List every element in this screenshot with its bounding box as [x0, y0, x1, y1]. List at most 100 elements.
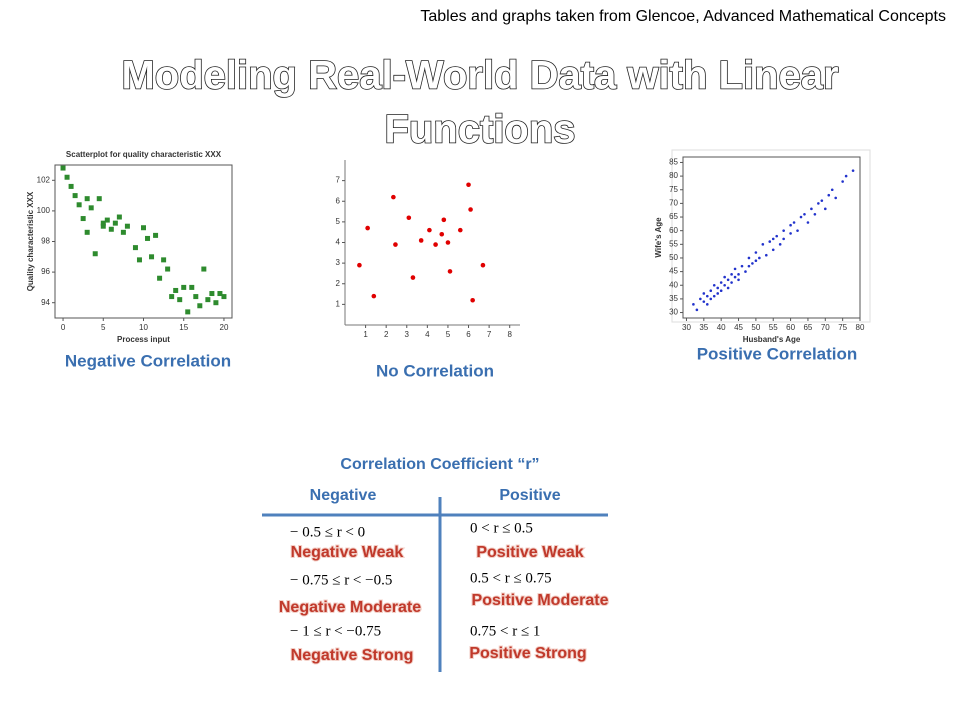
point	[84, 229, 90, 235]
point	[173, 287, 179, 293]
point	[145, 235, 151, 241]
y-tick-label: 5	[336, 217, 341, 226]
slide-title: Functions	[384, 108, 575, 152]
point	[806, 221, 810, 224]
point	[209, 291, 215, 297]
x-tick-label: 55	[769, 323, 778, 332]
point	[751, 262, 754, 265]
x-tick-label: 15	[179, 323, 188, 332]
chart-caption: Positive Correlation	[697, 344, 858, 363]
point	[796, 229, 799, 232]
point	[92, 251, 98, 257]
point	[201, 266, 207, 272]
point	[365, 225, 370, 231]
point	[205, 297, 211, 303]
citation: Tables and graphs taken from Glencoe, Ad…	[420, 8, 946, 25]
point	[823, 207, 827, 211]
point	[726, 286, 730, 290]
point	[357, 262, 362, 268]
x-tick-label: 4	[425, 330, 430, 339]
point	[712, 283, 716, 287]
point	[213, 300, 219, 306]
point	[737, 273, 740, 276]
point	[157, 275, 163, 281]
column-header: Positive	[499, 487, 560, 504]
inequality: − 1 ≤ r < −0.75	[290, 623, 381, 639]
point	[799, 215, 803, 219]
point	[851, 169, 855, 172]
inequality: 0.5 < r ≤ 0.75	[470, 570, 552, 586]
x-tick-label: 70	[821, 323, 830, 332]
point	[141, 225, 146, 231]
point	[76, 202, 82, 208]
y-tick-label: 40	[669, 280, 678, 289]
y-tick-label: 102	[37, 175, 51, 184]
y-tick-label: 6	[336, 196, 341, 205]
y-tick-label: 30	[669, 308, 678, 317]
point	[830, 188, 834, 192]
point	[789, 223, 792, 227]
plot-frame	[54, 164, 233, 319]
x-axis-label: Husband's Age	[743, 335, 801, 344]
point	[470, 297, 475, 303]
table-title: Correlation Coefficient “r”	[340, 456, 539, 473]
y-tick-label: 7	[336, 176, 341, 185]
point	[161, 257, 167, 263]
point	[165, 266, 171, 272]
strength-label: Negative Strong	[291, 647, 414, 664]
point	[737, 278, 740, 282]
point	[709, 289, 713, 293]
point	[371, 293, 377, 299]
x-tick-label: 50	[751, 323, 760, 332]
x-tick-label: 1	[363, 330, 368, 339]
point	[189, 284, 195, 290]
point	[466, 182, 471, 188]
strength-label: Positive Moderate	[472, 592, 609, 609]
point	[702, 292, 706, 295]
point	[108, 226, 114, 232]
point	[149, 254, 155, 260]
y-tick-label: 3	[336, 258, 341, 267]
point	[445, 240, 451, 245]
point	[193, 294, 199, 300]
point	[153, 232, 159, 238]
point	[758, 256, 761, 260]
chart-title: Scatterplot for quality characteristic X…	[66, 150, 222, 159]
chart-panel	[671, 149, 871, 323]
point	[136, 257, 142, 263]
point	[221, 294, 227, 300]
point	[778, 243, 782, 246]
point	[480, 262, 486, 268]
point	[716, 286, 720, 290]
point	[427, 227, 432, 233]
point	[406, 215, 412, 221]
point	[726, 278, 730, 282]
point	[820, 199, 824, 202]
point	[810, 207, 813, 211]
point	[705, 294, 709, 298]
point	[775, 234, 779, 238]
point	[761, 243, 765, 246]
point	[747, 256, 751, 260]
chart-caption: No Correlation	[376, 361, 494, 380]
point	[60, 165, 66, 171]
inequality: 0 < r ≤ 0.5	[470, 520, 533, 536]
point	[813, 213, 817, 216]
point	[100, 223, 106, 229]
x-tick-label: 65	[803, 323, 812, 332]
point	[169, 294, 175, 300]
point	[112, 220, 118, 226]
point	[64, 174, 70, 180]
point	[803, 213, 806, 216]
y-tick-label: 96	[41, 267, 50, 276]
y-tick-label: 45	[669, 267, 678, 276]
chart-caption: Negative Correlation	[65, 351, 231, 370]
point	[754, 251, 758, 254]
strength-label: Negative Weak	[291, 544, 404, 561]
point	[217, 291, 223, 297]
point	[844, 174, 848, 178]
point	[72, 193, 78, 199]
point	[441, 217, 447, 223]
plot-frame	[682, 156, 861, 319]
point	[692, 303, 695, 306]
